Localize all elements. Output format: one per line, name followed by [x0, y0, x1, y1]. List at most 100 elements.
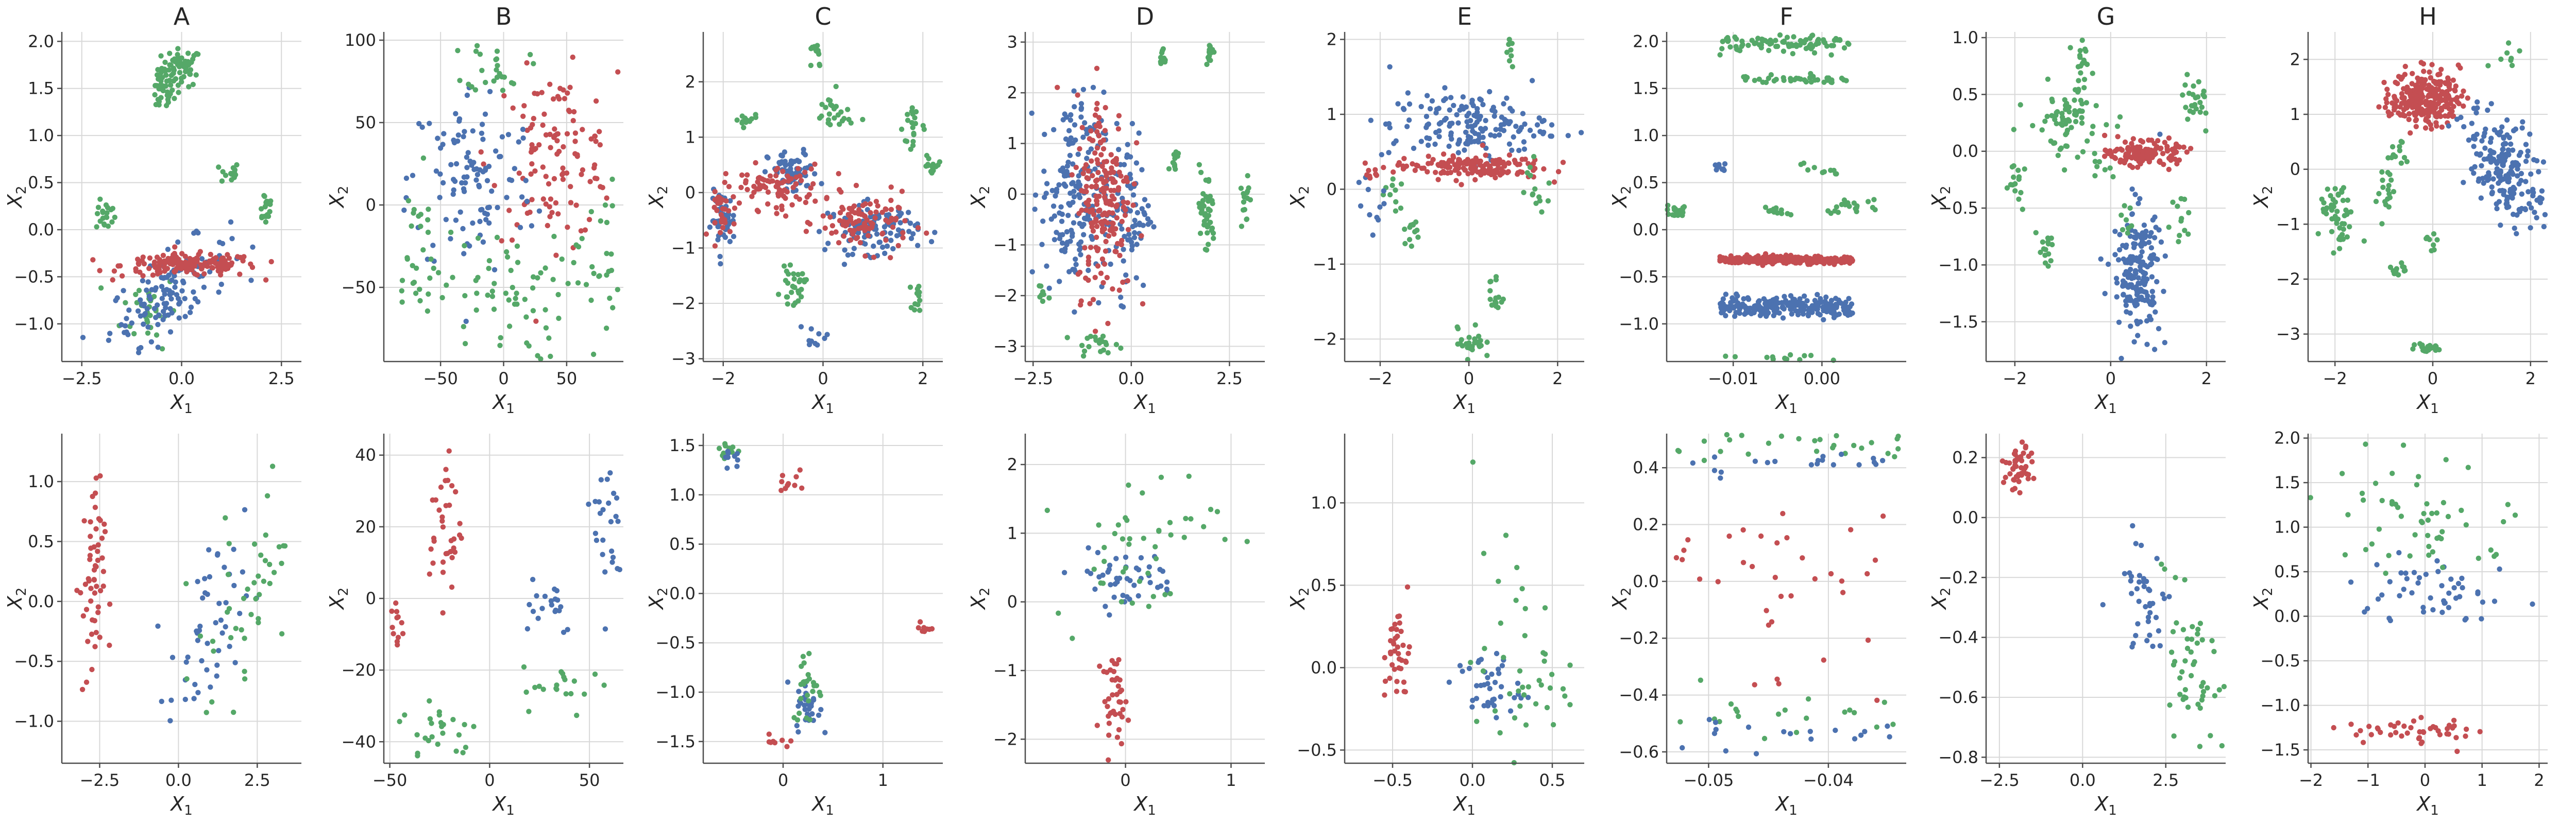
point-green [2191, 83, 2196, 89]
point-blue [1079, 224, 1085, 229]
point-red [571, 109, 577, 115]
point-blue [2149, 288, 2155, 295]
point-blue [2157, 131, 2163, 137]
point-green [2046, 251, 2052, 257]
point-red [79, 686, 86, 693]
point-blue [441, 131, 447, 136]
point-blue [1062, 111, 1067, 117]
point-blue [2520, 119, 2526, 125]
point-green [2183, 105, 2189, 110]
point-red [561, 144, 566, 150]
point-red [225, 252, 230, 258]
point-blue [2148, 261, 2155, 266]
point-green [2412, 342, 2417, 348]
point-red [2406, 116, 2412, 123]
point-blue [218, 617, 224, 623]
point-blue [2526, 189, 2531, 195]
point-red [806, 192, 812, 198]
point-blue [1443, 96, 1449, 101]
point-red [805, 219, 810, 226]
point-green [2203, 110, 2209, 116]
point-red [587, 179, 593, 184]
point-red [237, 271, 243, 277]
point-blue [410, 173, 416, 178]
point-blue [2486, 170, 2492, 176]
point-green [2386, 183, 2392, 188]
point-red [1785, 256, 1791, 262]
point-red [1131, 181, 1137, 187]
point-red [2412, 104, 2418, 109]
point-blue [1127, 171, 1133, 177]
point-red [389, 608, 395, 614]
point-blue [1070, 199, 1076, 205]
point-red [89, 666, 95, 673]
point-blue [1549, 133, 1554, 139]
point-red [449, 483, 455, 489]
point-green [604, 251, 609, 256]
point-green [734, 117, 740, 123]
point-green [204, 710, 209, 715]
point-green [123, 300, 128, 305]
point-red [824, 196, 829, 201]
point-red [213, 255, 219, 261]
point-green [860, 116, 866, 123]
point-blue [1476, 139, 1481, 145]
point-green [2337, 237, 2344, 243]
point-red [554, 151, 560, 157]
point-green [2049, 242, 2055, 248]
point-blue [2499, 124, 2505, 130]
point-red [2425, 107, 2431, 113]
point-red [533, 318, 539, 324]
point-blue [1089, 234, 1094, 239]
point-green [2011, 174, 2016, 180]
point-red [1806, 259, 1812, 265]
point-blue [2506, 176, 2512, 181]
point-green [399, 278, 405, 283]
point-red [2420, 61, 2427, 67]
point-blue [181, 280, 187, 286]
point-red [1089, 158, 1094, 164]
point-blue [2482, 145, 2488, 151]
point-red [2158, 145, 2164, 151]
point-blue [1040, 218, 1046, 224]
point-blue [1067, 117, 1074, 123]
point-blue [1492, 109, 1498, 114]
point-red [80, 613, 86, 619]
x-tick-label: −2 [711, 369, 735, 388]
x-axis-label: X1 [170, 793, 193, 818]
point-green [2090, 124, 2096, 129]
point-blue [2527, 201, 2532, 207]
point-blue [1032, 207, 1038, 212]
point-red [2455, 62, 2461, 68]
point-blue [114, 295, 120, 301]
point-green [1239, 224, 1245, 229]
point-green [1206, 177, 1212, 183]
point-blue [1358, 203, 1364, 209]
point-green [810, 689, 816, 694]
point-red [175, 261, 181, 267]
point-green [258, 206, 264, 212]
point-blue [141, 321, 146, 327]
point-blue [906, 210, 911, 215]
point-green [558, 669, 564, 675]
point-red [1107, 201, 1112, 207]
point-green [110, 205, 115, 211]
point-red [1094, 129, 1100, 134]
point-green [258, 552, 264, 558]
point-green [2058, 145, 2064, 151]
point-red [2415, 75, 2420, 81]
point-red [2382, 105, 2388, 110]
point-red [812, 198, 818, 204]
point-red [2389, 100, 2395, 106]
point-blue [248, 278, 254, 283]
point-green [263, 532, 268, 538]
point-blue [1071, 88, 1077, 94]
point-green [1803, 37, 1809, 43]
point-blue [461, 251, 467, 256]
point-green [154, 72, 160, 78]
point-green [444, 282, 449, 288]
point-blue [2152, 214, 2158, 220]
y-tick-label: 0 [366, 589, 376, 608]
y-tick-label: −3 [2276, 324, 2300, 344]
